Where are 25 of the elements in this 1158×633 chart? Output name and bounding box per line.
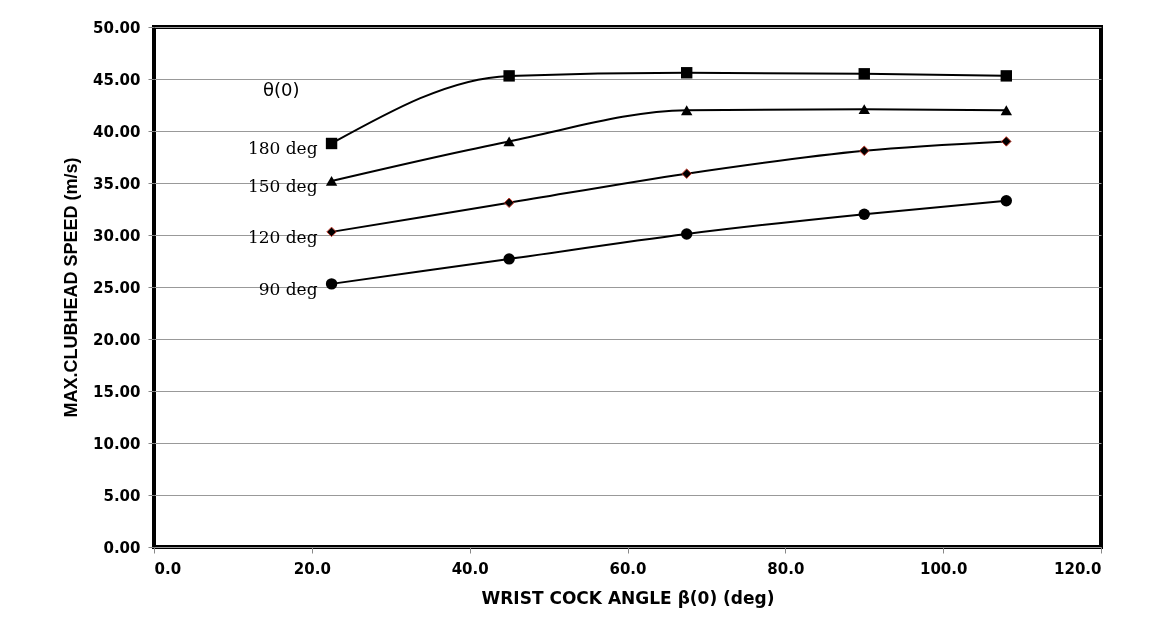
y-tick-label: 5.00 <box>103 486 141 505</box>
series-label: 150 deg <box>247 175 318 196</box>
y-tick-label: 25.00 <box>93 278 141 297</box>
series-label: 90 deg <box>258 278 318 299</box>
y-tick-label: 15.00 <box>93 382 141 401</box>
series-label: 120 deg <box>247 226 318 247</box>
y-tick-label: 35.00 <box>93 174 141 193</box>
y-tick-label: 30.00 <box>93 226 141 245</box>
x-tick-label: 0.0 <box>154 559 182 578</box>
x-tick-label: 40.0 <box>451 559 489 578</box>
x-tick-label: 120.0 <box>1054 559 1102 578</box>
x-tick-label: 100.0 <box>919 559 968 578</box>
x-tick-label: 20.0 <box>293 559 331 578</box>
y-tick-label: 10.00 <box>93 434 141 453</box>
y-tick-label: 20.00 <box>93 330 141 349</box>
y-tick-label: 40.00 <box>93 122 141 141</box>
y-tick-label: 45.00 <box>93 70 141 89</box>
x-tick-label: 60.0 <box>609 559 647 578</box>
x-tick-label: 80.0 <box>767 559 805 578</box>
y-tick-label: 0.00 <box>103 538 141 557</box>
y-axis-title: MAX.CLUBHEAD SPEED (m/s) <box>61 157 82 418</box>
y-tick-label: 50.00 <box>93 18 141 37</box>
legend-title: θ(0) <box>263 79 300 101</box>
series-label: 180 deg <box>247 138 318 159</box>
x-axis-title: WRIST COCK ANGLE β(0) (deg) <box>481 587 775 608</box>
